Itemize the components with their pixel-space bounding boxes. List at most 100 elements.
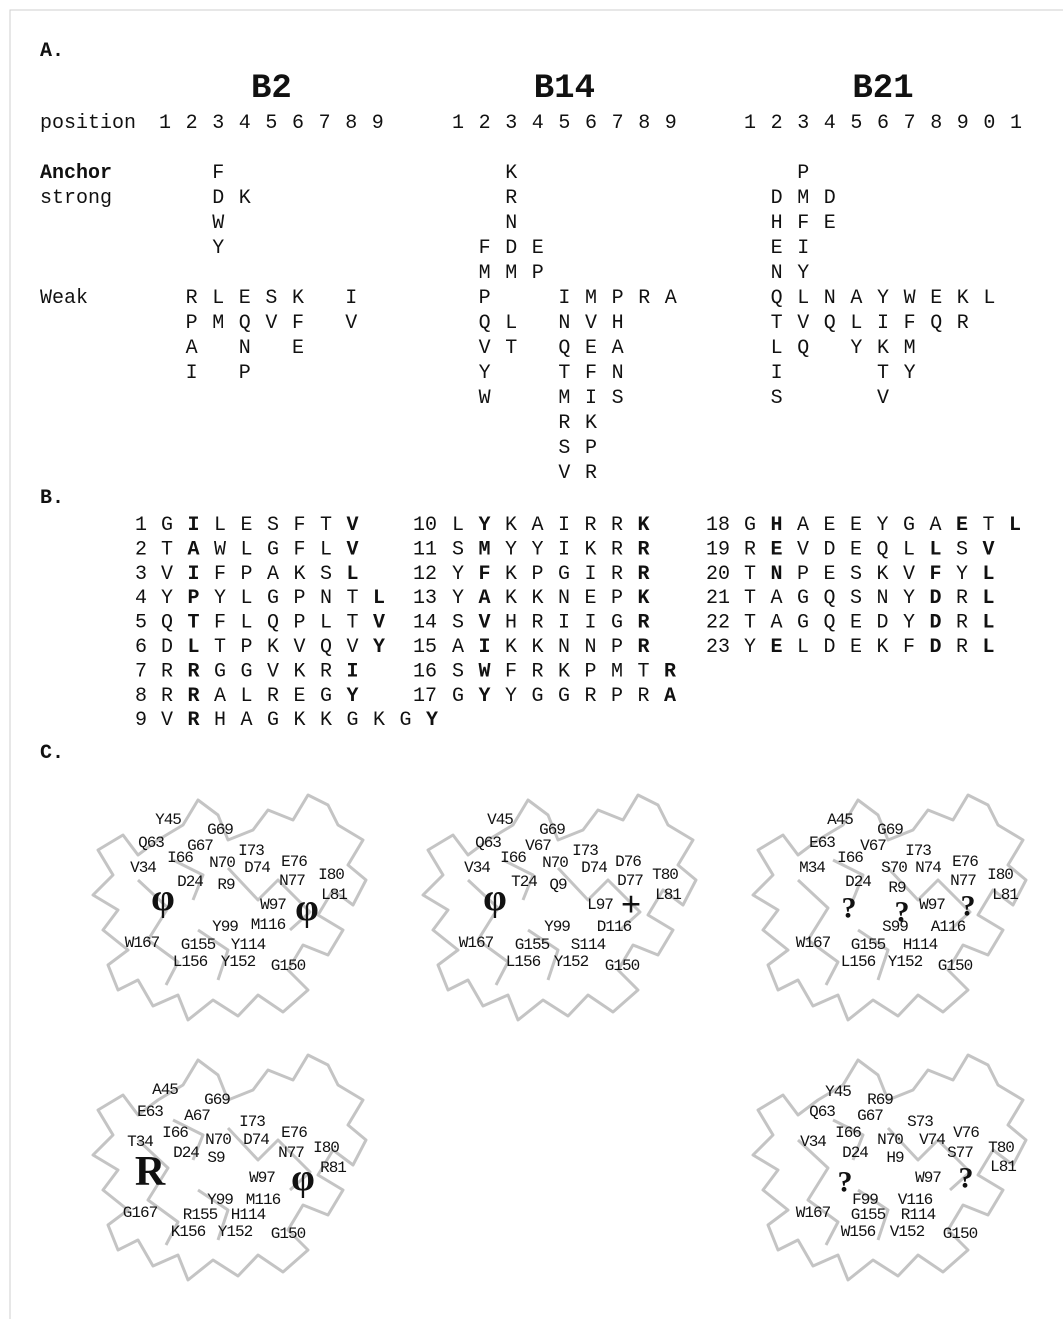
section-label: C. bbox=[40, 742, 64, 765]
residue-label: H9 bbox=[886, 1149, 904, 1167]
residue: G bbox=[346, 709, 358, 732]
residue-label: Y99 bbox=[544, 918, 570, 936]
residue: Y bbox=[426, 709, 438, 732]
residue: Q bbox=[823, 612, 835, 635]
residue: R bbox=[267, 685, 279, 708]
residue: Q bbox=[876, 538, 888, 561]
residue: N bbox=[876, 587, 888, 610]
position-number: 7 bbox=[612, 112, 624, 135]
residue: V bbox=[265, 312, 277, 335]
residue: Q bbox=[558, 337, 570, 360]
residue-label: V76 bbox=[953, 1124, 979, 1142]
residue: I bbox=[558, 287, 570, 310]
residue: A bbox=[770, 587, 782, 610]
residue: L bbox=[373, 587, 385, 610]
residue: R bbox=[187, 660, 199, 683]
residue: R bbox=[957, 312, 969, 335]
residue: R bbox=[637, 636, 649, 659]
residue: G bbox=[797, 587, 809, 610]
position-label: position bbox=[40, 112, 136, 135]
residue-label: T80 bbox=[652, 866, 678, 884]
residue: A bbox=[770, 612, 782, 635]
peptide-number: 14 bbox=[413, 612, 437, 635]
position-number: 2 bbox=[771, 112, 783, 135]
pocket-symbol: ? bbox=[961, 890, 976, 923]
residue: P bbox=[240, 563, 252, 586]
residue: V bbox=[877, 387, 889, 410]
residue: V bbox=[797, 312, 809, 335]
residue-label: K156 bbox=[171, 1223, 206, 1241]
residue: Y bbox=[903, 587, 915, 610]
residue-label: V34 bbox=[130, 859, 156, 877]
peptide-number: 22 bbox=[706, 612, 730, 635]
peptide-number: 1 bbox=[135, 514, 147, 537]
residue: Y bbox=[212, 237, 224, 260]
residue-label: G150 bbox=[943, 1225, 978, 1243]
residue-label: Q63 bbox=[138, 834, 164, 852]
residue: T bbox=[637, 660, 649, 683]
position-number: 6 bbox=[292, 112, 304, 135]
peptide-number: 11 bbox=[413, 538, 437, 561]
residue: V bbox=[903, 563, 915, 586]
residue-label: E76 bbox=[952, 853, 978, 871]
residue-label: T34 bbox=[127, 1133, 153, 1151]
position-number: 1 bbox=[1010, 112, 1022, 135]
residue: G bbox=[267, 587, 279, 610]
residue: F bbox=[214, 563, 226, 586]
residue-label: N70 bbox=[877, 1131, 903, 1149]
residue: E bbox=[824, 212, 836, 235]
weak-label: Weak bbox=[40, 287, 88, 310]
residue: A bbox=[186, 337, 198, 360]
residue: G bbox=[267, 538, 279, 561]
residue: G bbox=[161, 514, 173, 537]
residue: I bbox=[584, 612, 596, 635]
residue: Q bbox=[823, 587, 835, 610]
residue: E bbox=[585, 337, 597, 360]
residue: P bbox=[797, 563, 809, 586]
residue: Y bbox=[956, 563, 968, 586]
residue-label: R81 bbox=[320, 1159, 346, 1177]
residue-label: M34 bbox=[799, 859, 825, 877]
residue: N bbox=[824, 287, 836, 310]
peptide-number: 17 bbox=[413, 685, 437, 708]
residue-label: D74 bbox=[243, 1131, 269, 1149]
residue: L bbox=[929, 538, 941, 561]
residue: A bbox=[240, 709, 252, 732]
residue: R bbox=[638, 287, 650, 310]
residue-label: E76 bbox=[281, 853, 307, 871]
residue: Q bbox=[320, 636, 332, 659]
residue: R bbox=[637, 685, 649, 708]
peptide-number: 23 bbox=[706, 636, 730, 659]
residue-label: W97 bbox=[919, 896, 945, 914]
residue: K bbox=[637, 587, 649, 610]
peptide-number: 19 bbox=[706, 538, 730, 561]
residue: G bbox=[558, 563, 570, 586]
residue: K bbox=[239, 187, 251, 210]
position-number: 4 bbox=[239, 112, 251, 135]
residue: K bbox=[293, 660, 305, 683]
residue: V bbox=[345, 312, 357, 335]
residue: R bbox=[611, 514, 623, 537]
residue: L bbox=[850, 312, 862, 335]
residue-label: N70 bbox=[209, 854, 235, 872]
peptide-number: 21 bbox=[706, 587, 730, 610]
residue: A bbox=[478, 587, 490, 610]
residue: Y bbox=[346, 685, 358, 708]
residue: F bbox=[293, 514, 305, 537]
residue: H bbox=[771, 212, 783, 235]
residue: R bbox=[611, 538, 623, 561]
residue: P bbox=[612, 287, 624, 310]
residue: V bbox=[293, 636, 305, 659]
residue: I bbox=[478, 636, 490, 659]
residue: T bbox=[320, 514, 332, 537]
residue: D bbox=[161, 636, 173, 659]
residue: I bbox=[346, 660, 358, 683]
residue: P bbox=[239, 362, 251, 385]
position-number: 6 bbox=[877, 112, 889, 135]
residue: M bbox=[479, 262, 491, 285]
residue-label: I66 bbox=[835, 1124, 861, 1142]
residue: Y bbox=[452, 587, 464, 610]
residue: R bbox=[187, 685, 199, 708]
residue: G bbox=[214, 660, 226, 683]
residue: V bbox=[478, 612, 490, 635]
